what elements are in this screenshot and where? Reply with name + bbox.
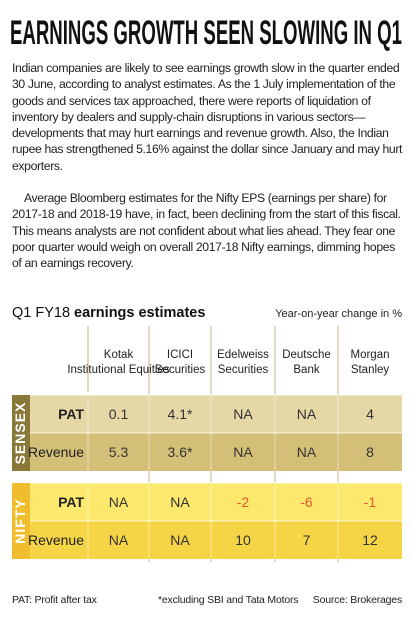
cell: -6 [300, 494, 313, 510]
column-header: Kotak Institutional Equities [67, 349, 170, 376]
cell: -1 [364, 494, 377, 510]
cell: NA [297, 406, 317, 422]
cell: NA [297, 444, 317, 460]
footnote: PAT: Profit after tax [12, 594, 97, 606]
row-bg [30, 395, 402, 433]
paragraph: Indian companies are likely to see earni… [12, 61, 403, 173]
cell: 8 [366, 444, 374, 460]
column-header: Morgan Stanley [351, 349, 390, 376]
column-header-line: Bank [293, 364, 319, 376]
column-header-line: Deutsche [282, 349, 331, 361]
unit-note: Year-on-year change in % [275, 308, 402, 320]
cell: NA [109, 494, 129, 510]
source: Source: Brokerages [312, 594, 402, 606]
cell: NA [109, 532, 129, 548]
row-bg [30, 483, 402, 521]
column-header-line: Morgan [351, 349, 390, 361]
table-title-prefix: Q1 FY18 [12, 305, 70, 321]
footnote: *excluding SBI and Tata Motors [158, 594, 299, 606]
cell: 7 [303, 532, 311, 548]
cell: 4.1* [168, 406, 193, 422]
table: Q1 FY18 earnings estimates Year-on-year ch… [12, 305, 402, 562]
column-header-line: Stanley [351, 364, 390, 376]
cell: 0.1 [109, 406, 129, 422]
group-label: NIFTY [12, 498, 28, 543]
cell: 10 [235, 532, 251, 548]
group-band [12, 395, 30, 471]
column-header-line: Edelweiss [217, 349, 269, 361]
row-bg [30, 521, 402, 559]
cell: 5.3 [109, 444, 129, 460]
cell: NA [170, 494, 190, 510]
row-label: PAT [58, 494, 84, 510]
row-bg [30, 433, 402, 471]
table-title-main: earnings estimates [74, 305, 205, 321]
cell: NA [170, 532, 190, 548]
column-header: Deutsche Bank [282, 349, 331, 376]
column-header-line: Securities [155, 364, 206, 376]
column-header: ICICI Securities [155, 349, 206, 376]
row-label: Revenue [28, 532, 84, 548]
column-header-line: Securities [218, 364, 269, 376]
row-label: Revenue [28, 444, 84, 460]
cell: 12 [362, 532, 378, 548]
title-area: EARNINGS GROWTH SEEN SLOWING IN Q1 [10, 14, 402, 52]
column-header-line: Kotak [104, 349, 134, 361]
column-header-line: Institutional Equities [67, 364, 170, 376]
row-label: PAT [58, 406, 84, 422]
paragraph: Average Bloomberg estimates for the Nift… [12, 191, 401, 271]
table-title: Q1 FY18 earnings estimates [12, 305, 205, 321]
cell: 3.6* [168, 444, 193, 460]
cell: NA [233, 406, 253, 422]
cell: 4 [366, 406, 374, 422]
group-band [12, 483, 30, 559]
column-header: Edelweiss Securities [217, 349, 269, 376]
group-label: SENSEX [12, 402, 28, 465]
column-header-line: ICICI [167, 349, 193, 361]
cell: NA [233, 444, 253, 460]
title: EARNINGS GROWTH SEEN SLOWING IN Q1 [10, 14, 402, 52]
cell: -2 [237, 494, 250, 510]
